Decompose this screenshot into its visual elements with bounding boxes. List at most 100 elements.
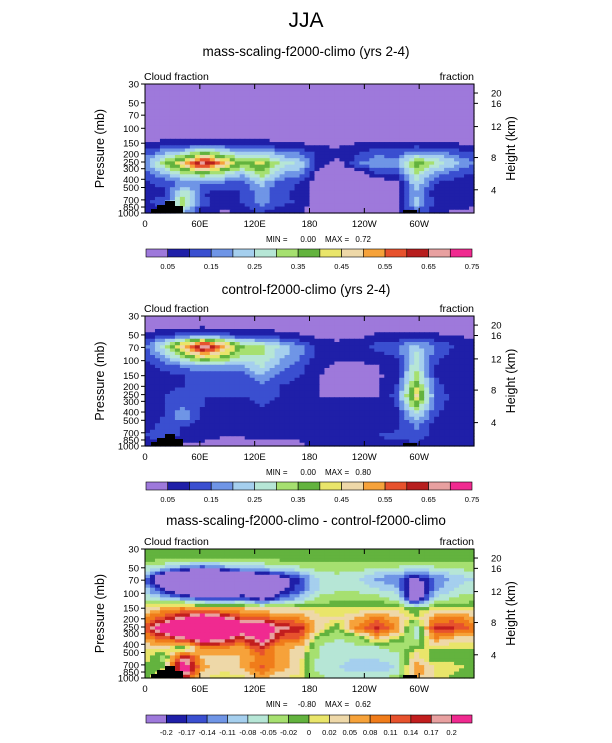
heatmap-cell	[184, 345, 191, 350]
heatmap-cell	[344, 416, 350, 421]
heatmap-cell	[369, 335, 375, 340]
heatmap-cell	[444, 420, 450, 424]
heatmap-cell	[269, 332, 276, 337]
heatmap-cell	[264, 109, 271, 114]
heatmap-cell	[174, 351, 181, 356]
heatmap-cell	[299, 387, 306, 392]
heatmap-cell	[239, 345, 246, 350]
heatmap-cell	[209, 103, 216, 108]
heatmap-cell	[364, 151, 370, 156]
heatmap-cell	[179, 132, 186, 137]
heatmap-cell	[159, 342, 166, 346]
heatmap-cell	[259, 335, 266, 340]
heatmap-cell	[359, 338, 365, 343]
heatmap-cell	[145, 387, 151, 392]
heatmap-cell	[224, 377, 231, 382]
heatmap-cell	[404, 180, 410, 185]
heatmap-cell	[179, 394, 186, 398]
heatmap-cell	[324, 190, 331, 195]
heatmap-cell	[309, 361, 316, 366]
heatmap-cell	[334, 316, 340, 320]
heatmap-cell	[169, 100, 176, 104]
heatmap-cell	[379, 109, 385, 114]
heatmap-cell	[314, 361, 321, 366]
heatmap-cell	[359, 138, 365, 143]
heatmap-cell	[374, 413, 380, 418]
heatmap-cell	[259, 84, 266, 88]
heatmap-cell	[284, 148, 291, 153]
heatmap-cell	[219, 161, 226, 166]
heatmap-cell	[324, 196, 331, 201]
heatmap-cell	[179, 164, 186, 169]
heatmap-cell	[234, 403, 241, 408]
heatmap-cell	[224, 426, 231, 431]
heatmap-cell	[174, 335, 181, 340]
heatmap-cell	[304, 100, 311, 104]
heatmap-cell	[334, 348, 340, 353]
heatmap-cell	[404, 161, 410, 166]
heatmap-cell	[274, 116, 281, 121]
heatmap-cell	[249, 348, 256, 353]
heatmap-cell	[204, 348, 211, 353]
heatmap-cell	[164, 122, 171, 127]
heatmap-cell	[394, 209, 400, 214]
heatmap-cell	[429, 407, 435, 411]
heatmap-cell	[354, 167, 360, 172]
heatmap-cell	[344, 206, 350, 211]
heatmap-cell	[309, 122, 316, 127]
heatmap-cell	[299, 400, 306, 405]
heatmap-cell	[159, 84, 166, 88]
heatmap-cell	[149, 374, 156, 379]
heatmap-cell	[419, 203, 425, 208]
heatmap-cell	[149, 109, 156, 114]
heatmap-cell	[349, 322, 355, 327]
heatmap-cell	[429, 364, 435, 369]
heatmap-cell	[464, 125, 470, 130]
heatmap-cell	[309, 177, 316, 182]
heatmap-cell	[174, 329, 181, 333]
colorbar-swatch	[428, 248, 451, 258]
heatmap-cell	[219, 103, 226, 108]
heatmap-cell	[174, 345, 181, 350]
heatmap-cell	[414, 119, 420, 124]
heatmap-cell	[319, 410, 326, 415]
heatmap-cell	[454, 206, 460, 211]
heatmap-cell	[374, 171, 380, 175]
heatmap-cell	[209, 390, 216, 395]
heatmap-cell	[344, 390, 350, 395]
heatmap-cell	[244, 351, 251, 356]
heatmap-cell	[164, 93, 171, 98]
heatmap-cell	[179, 113, 186, 117]
heatmap-cell	[244, 87, 251, 92]
heatmap-cell	[419, 387, 425, 392]
heatmap-cell	[409, 345, 415, 350]
heatmap-cell	[439, 325, 445, 330]
heatmap-cell	[304, 351, 311, 356]
heatmap-cell	[204, 358, 211, 363]
heatmap-cell	[184, 394, 191, 398]
heatmap-cell	[289, 122, 296, 127]
heatmap-cell	[174, 154, 181, 159]
heatmap-cell	[459, 122, 465, 127]
heatmap-cell	[339, 416, 345, 421]
heatmap-cell	[249, 358, 256, 363]
heatmap-cell	[254, 167, 261, 172]
heatmap-cell	[145, 332, 151, 337]
heatmap-cell	[149, 400, 156, 405]
heatmap-cell	[404, 148, 410, 153]
heatmap-cell	[444, 348, 450, 353]
heatmap-cell	[274, 96, 281, 101]
heatmap-cell	[239, 135, 246, 140]
heatmap-cell	[264, 151, 271, 156]
heatmap-cell	[349, 364, 355, 369]
heatmap-cell	[334, 358, 340, 363]
heatmap-cell	[145, 364, 151, 369]
heatmap-cell	[219, 171, 226, 175]
heatmap-cell	[379, 403, 385, 408]
heatmap-cell	[199, 180, 206, 185]
heatmap-cell	[329, 400, 336, 405]
heatmap-cell	[309, 148, 316, 153]
heatmap-cell	[224, 209, 231, 214]
heatmap-cell	[399, 138, 405, 143]
heatmap-cell	[354, 319, 360, 324]
